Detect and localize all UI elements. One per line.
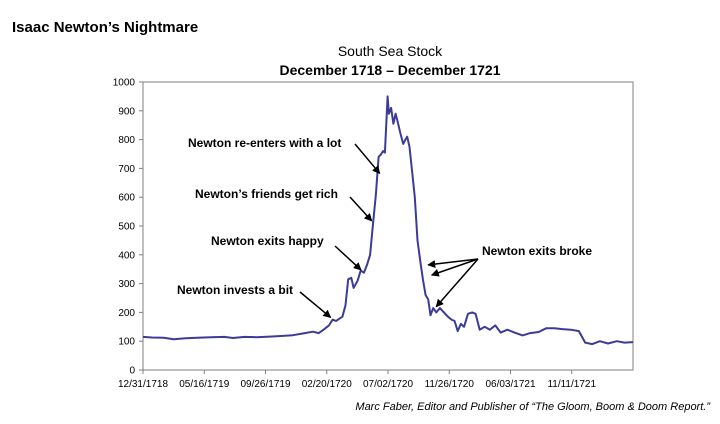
annotation-invests-arrow xyxy=(299,291,332,318)
annotations: Newton invests a bit Newton exits happy … xyxy=(177,136,592,318)
y-tick-label: 600 xyxy=(118,193,135,204)
annotation-friends-rich-arrow xyxy=(349,196,373,222)
x-tick-label: 11/26/1720 xyxy=(425,379,475,390)
y-tick-label: 1000 xyxy=(113,78,136,89)
y-tick-label: 700 xyxy=(118,164,135,175)
price-series-line xyxy=(142,95,634,346)
y-tick-label: 300 xyxy=(118,279,135,290)
page-heading: Isaac Newton’s Nightmare xyxy=(12,19,199,36)
plot-area xyxy=(142,81,634,371)
chart-subtitle: December 1718 – December 1721 xyxy=(279,62,500,78)
annotation-friends-rich-label: Newton’s friends get rich xyxy=(195,187,338,201)
annotation-exits-happy-label: Newton exits happy xyxy=(211,234,324,248)
y-tick-label: 400 xyxy=(118,250,135,261)
y-tick-label: 500 xyxy=(118,222,135,233)
x-tick-label: 07/02/1720 xyxy=(363,379,413,390)
x-tick-label: 06/03/1721 xyxy=(485,379,535,390)
x-tick-label: 02/20/1720 xyxy=(302,379,352,390)
annotation-invests-label: Newton invests a bit xyxy=(177,283,293,297)
annotation-exits-broke-arrow xyxy=(435,258,479,308)
y-tick-label: 200 xyxy=(118,308,135,319)
x-tick-label: 11/11/1721 xyxy=(547,379,596,390)
y-tick-label: 100 xyxy=(118,337,135,348)
y-tick-label: 800 xyxy=(118,135,135,146)
x-tick-label: 09/26/1719 xyxy=(240,379,290,390)
source-credit: Marc Faber, Editor and Publisher of “The… xyxy=(355,401,710,413)
y-axis: 0 100 200 300 400 500 600 700 800 900 1000 xyxy=(113,78,143,377)
annotation-reenters-arrow xyxy=(354,143,381,175)
annotation-reenters-label: Newton re-enters with a lot xyxy=(188,136,341,150)
y-tick-label: 0 xyxy=(129,366,135,377)
y-tick-label: 900 xyxy=(118,106,135,117)
annotation-exits-broke-label: Newton exits broke xyxy=(482,244,592,258)
chart-title: South Sea Stock xyxy=(338,43,443,59)
annotation-exits-happy-arrow xyxy=(334,245,362,271)
annotation-exits-broke-arrows xyxy=(427,258,479,308)
x-tick-label: 12/31/1718 xyxy=(118,379,168,390)
x-axis: 12/31/1718 05/16/1719 09/26/1719 02/20/1720… xyxy=(118,370,596,390)
annotation-exits-broke-arrow xyxy=(430,258,479,277)
annotation-exits-broke-arrow xyxy=(427,258,479,269)
x-tick-label: 05/16/1719 xyxy=(179,379,229,390)
series-layer xyxy=(142,95,634,346)
